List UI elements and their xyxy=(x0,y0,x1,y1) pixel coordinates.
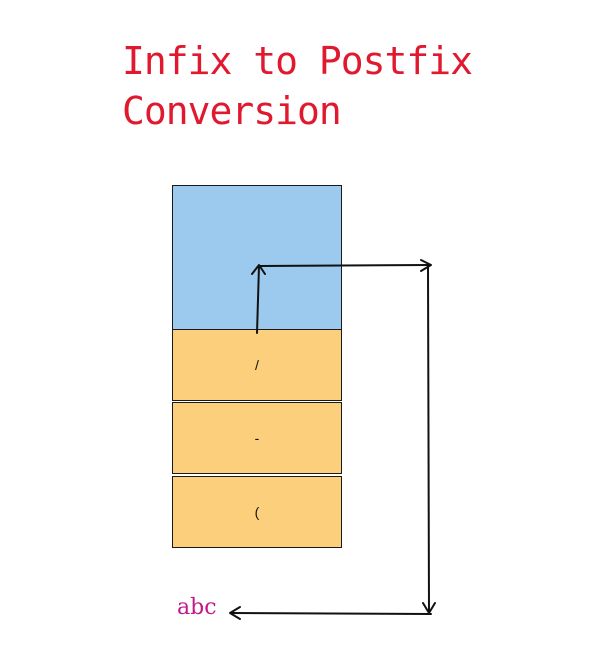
stack-item-bottom: ( xyxy=(172,476,342,548)
pop-arrow-down-line xyxy=(427,266,430,613)
stack-empty-space xyxy=(172,185,342,330)
stack-item-middle: - xyxy=(172,402,342,474)
stack-item-label: ( xyxy=(254,504,260,520)
diagram-title: Infix to Postfix Conversion xyxy=(122,39,473,133)
pop-arrow-left-line xyxy=(230,612,432,615)
pop-arrow-left-head xyxy=(229,606,241,620)
pop-arrow-down-head xyxy=(422,602,436,614)
stack-item-top: / xyxy=(172,329,342,401)
stack-item-label: - xyxy=(254,430,260,446)
stack: / - ( xyxy=(172,185,344,549)
stack-item-label: / xyxy=(255,357,259,373)
pop-arrow-right-head xyxy=(420,259,432,272)
postfix-output: abc xyxy=(177,595,217,620)
